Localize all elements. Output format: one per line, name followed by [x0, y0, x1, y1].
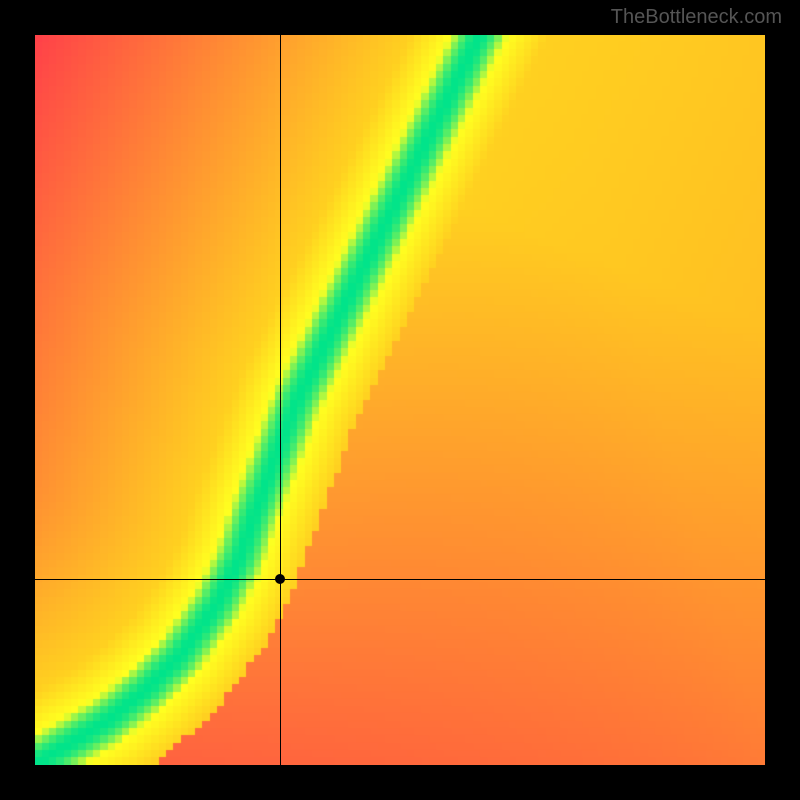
- crosshair-horizontal: [35, 579, 765, 580]
- heatmap-canvas: [35, 35, 765, 765]
- watermark-text: TheBottleneck.com: [611, 6, 782, 29]
- crosshair-vertical: [280, 35, 281, 765]
- plot-area: [35, 35, 765, 765]
- chart-container: TheBottleneck.com: [0, 0, 800, 800]
- data-point-marker: [275, 574, 285, 584]
